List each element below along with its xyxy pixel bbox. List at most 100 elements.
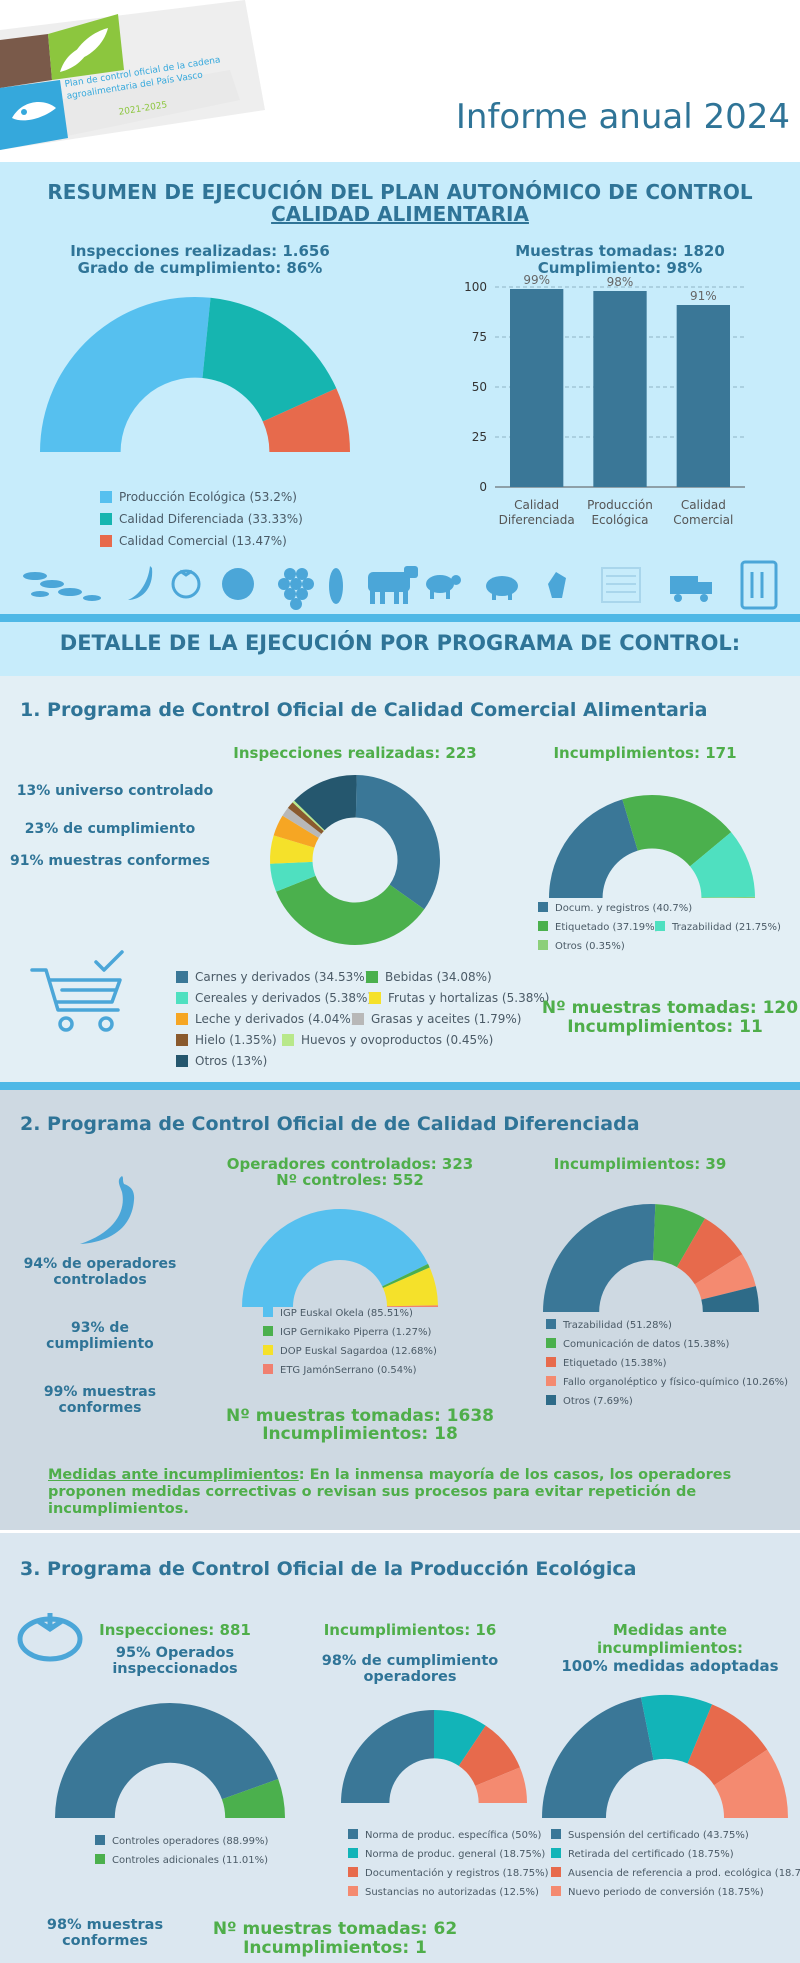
section-divider xyxy=(0,1530,800,1533)
legend-label: Etiquetado (37.19%) xyxy=(555,922,659,933)
legend-label: Trazabilidad (21.75%) xyxy=(672,922,781,933)
legend-label: Retirada del certificado (18.75%) xyxy=(568,1849,734,1860)
program1-sector-legend-item: Grasas y aceites (1.79%) xyxy=(352,1012,521,1026)
chart-slice xyxy=(542,1697,654,1818)
header: Plan de control oficial de la cadena agr… xyxy=(0,0,800,162)
category-label: Diferenciada xyxy=(499,513,575,527)
category-label: Producción xyxy=(587,498,653,512)
program2-breaches: Incumplimientos: 39 xyxy=(553,1155,727,1173)
summary-legend-item: Producción Ecológica (53.2%) xyxy=(100,490,297,504)
category-label: Calidad xyxy=(681,498,726,512)
legend-label: IGP Gernikako Piperra (1.27%) xyxy=(280,1327,432,1338)
chart-slice xyxy=(270,861,316,892)
program3-norm-legend-item: Documentación y registros (18.75%) xyxy=(348,1867,549,1879)
category-label: Ecológica xyxy=(591,513,648,527)
program1-breach-chart xyxy=(549,795,755,898)
program1-section: 1. Programa de Control Oficial de Calida… xyxy=(0,676,800,1082)
program1-samples-breaches: Incumplimientos: 11 xyxy=(567,1017,763,1037)
program2-conform-samples: 99% muestras conformes xyxy=(43,1384,157,1416)
legend-label: Leche y derivados (4.04%) xyxy=(195,1012,356,1026)
legend-swatch xyxy=(263,1307,273,1317)
legend-swatch xyxy=(348,1848,358,1858)
program3-samples-conform: 98% muestras conformes xyxy=(46,1917,164,1949)
legend-label: Trazabilidad (51.28%) xyxy=(563,1320,672,1331)
data-label: 91% xyxy=(690,289,717,303)
program1-breach-legend-item: Trazabilidad (21.75%) xyxy=(655,921,781,933)
chart-slice xyxy=(270,835,315,864)
program2-measures-label: Medidas ante incumplimientos xyxy=(48,1467,299,1483)
program3-controls-legend-item: Controles operadores (88.99%) xyxy=(95,1835,268,1847)
program2-measures-text: : En la inmensa mayoría de los casos, lo… xyxy=(48,1467,732,1517)
legend-label: Calidad Diferenciada (33.33%) xyxy=(119,512,303,526)
program3-measures-pct: 100% medidas adoptadas xyxy=(561,1657,779,1675)
legend-swatch xyxy=(100,491,112,503)
program2-label-legend-item: IGP Euskal Okela (85.51%) xyxy=(263,1307,413,1319)
cow-icon xyxy=(368,566,418,604)
legend-label: Norma de produc. general (18.75%) xyxy=(365,1849,546,1860)
report-title: Informe anual 2024 xyxy=(455,97,790,137)
legend-swatch xyxy=(655,921,665,931)
legend-swatch xyxy=(546,1357,556,1367)
legend-label: Otros (0.35%) xyxy=(555,941,625,952)
legend-label: Producción Ecológica (53.2%) xyxy=(119,490,297,504)
legend-label: Suspensión del certificado (43.75%) xyxy=(568,1830,749,1841)
legend-label: Comunicación de datos (15.38%) xyxy=(563,1339,730,1350)
legend-swatch xyxy=(551,1848,561,1858)
program3-breaches: Incumplimientos: 16 xyxy=(323,1621,497,1639)
program1-sector-legend-item: Frutas y hortalizas (5.38%) xyxy=(369,991,549,1005)
chart-slice xyxy=(221,1779,285,1818)
detail-band: DETALLE DE LA EJECUCIÓN POR PROGRAMA DE … xyxy=(0,622,800,676)
program2-breach-legend-item: Comunicación de datos (15.38%) xyxy=(546,1338,729,1350)
program1-sector-legend-item: Hielo (1.35%) xyxy=(176,1033,277,1047)
legend-swatch xyxy=(366,971,378,983)
program3-operators-pct: 95% Operados inspeccionados xyxy=(112,1645,238,1677)
summary-compliance: Grado de cumplimiento: 86% xyxy=(77,259,323,277)
legend-swatch xyxy=(263,1364,273,1374)
category-label: Comercial xyxy=(673,513,733,527)
chart-slice xyxy=(475,1767,527,1803)
program3-measures: Medidas ante incumplimientos: xyxy=(596,1621,744,1657)
legend-label: IGP Euskal Okela (85.51%) xyxy=(280,1308,413,1319)
program2-breach-legend-item: Otros (7.69%) xyxy=(546,1395,633,1407)
chart-slice xyxy=(341,1710,434,1803)
legend-label: Ausencia de referencia a prod. ecológica… xyxy=(568,1868,800,1879)
program2-breach-legend-item: Fallo organoléptico y físico-químico (10… xyxy=(546,1376,788,1388)
program1-universe: 13% universo controlado xyxy=(16,783,214,799)
legend-swatch xyxy=(538,902,548,912)
legend-swatch xyxy=(546,1376,556,1386)
chart-slice xyxy=(55,1703,279,1818)
detail-title: DETALLE DE LA EJECUCIÓN POR PROGRAMA DE … xyxy=(59,631,741,655)
program3-norm-chart xyxy=(341,1710,527,1803)
chart-slice xyxy=(355,775,440,910)
program3-samples: Nº muestras tomadas: 62 xyxy=(212,1919,458,1939)
legend-swatch xyxy=(263,1345,273,1355)
program3-norm-legend-item: Norma de produc. específica (50%) xyxy=(348,1829,541,1841)
rooster-icon xyxy=(548,572,566,598)
chart-slice xyxy=(549,799,638,898)
summary-inspections: Inspecciones realizadas: 1.656 xyxy=(70,242,330,260)
legend-swatch xyxy=(100,513,112,525)
legend-label: Etiquetado (15.38%) xyxy=(563,1358,667,1369)
chart-slice xyxy=(262,388,350,452)
program3-measure-legend-item: Ausencia de referencia a prod. ecológica… xyxy=(551,1867,800,1879)
chart-slice xyxy=(687,1704,768,1786)
legend-swatch xyxy=(546,1319,556,1329)
program2-breach-chart xyxy=(543,1204,759,1312)
tick-label: 0 xyxy=(479,480,487,494)
program3-norm-legend-item: Sustancias no autorizadas (12.5%) xyxy=(348,1886,539,1898)
fish-icon xyxy=(23,572,101,601)
tick-label: 75 xyxy=(472,330,487,344)
chart-slice xyxy=(701,896,755,898)
program2-label-legend-item: IGP Gernikako Piperra (1.27%) xyxy=(263,1326,431,1338)
legend-swatch xyxy=(176,992,188,1004)
legend-swatch xyxy=(176,971,188,983)
program3-inspections: Inspecciones: 881 xyxy=(99,1621,251,1639)
tick-label: 25 xyxy=(472,430,487,444)
chart-slice xyxy=(276,875,425,945)
chart-slice xyxy=(287,802,324,834)
legend-label: Documentación y registros (18.75%) xyxy=(365,1868,549,1879)
legend-swatch xyxy=(538,921,548,931)
program2-operators-pct: 94% de operadores controlados xyxy=(23,1256,177,1288)
program1-sector-legend-item: Huevos y ovoproductos (0.45%) xyxy=(282,1033,493,1047)
legend-swatch xyxy=(348,1829,358,1839)
